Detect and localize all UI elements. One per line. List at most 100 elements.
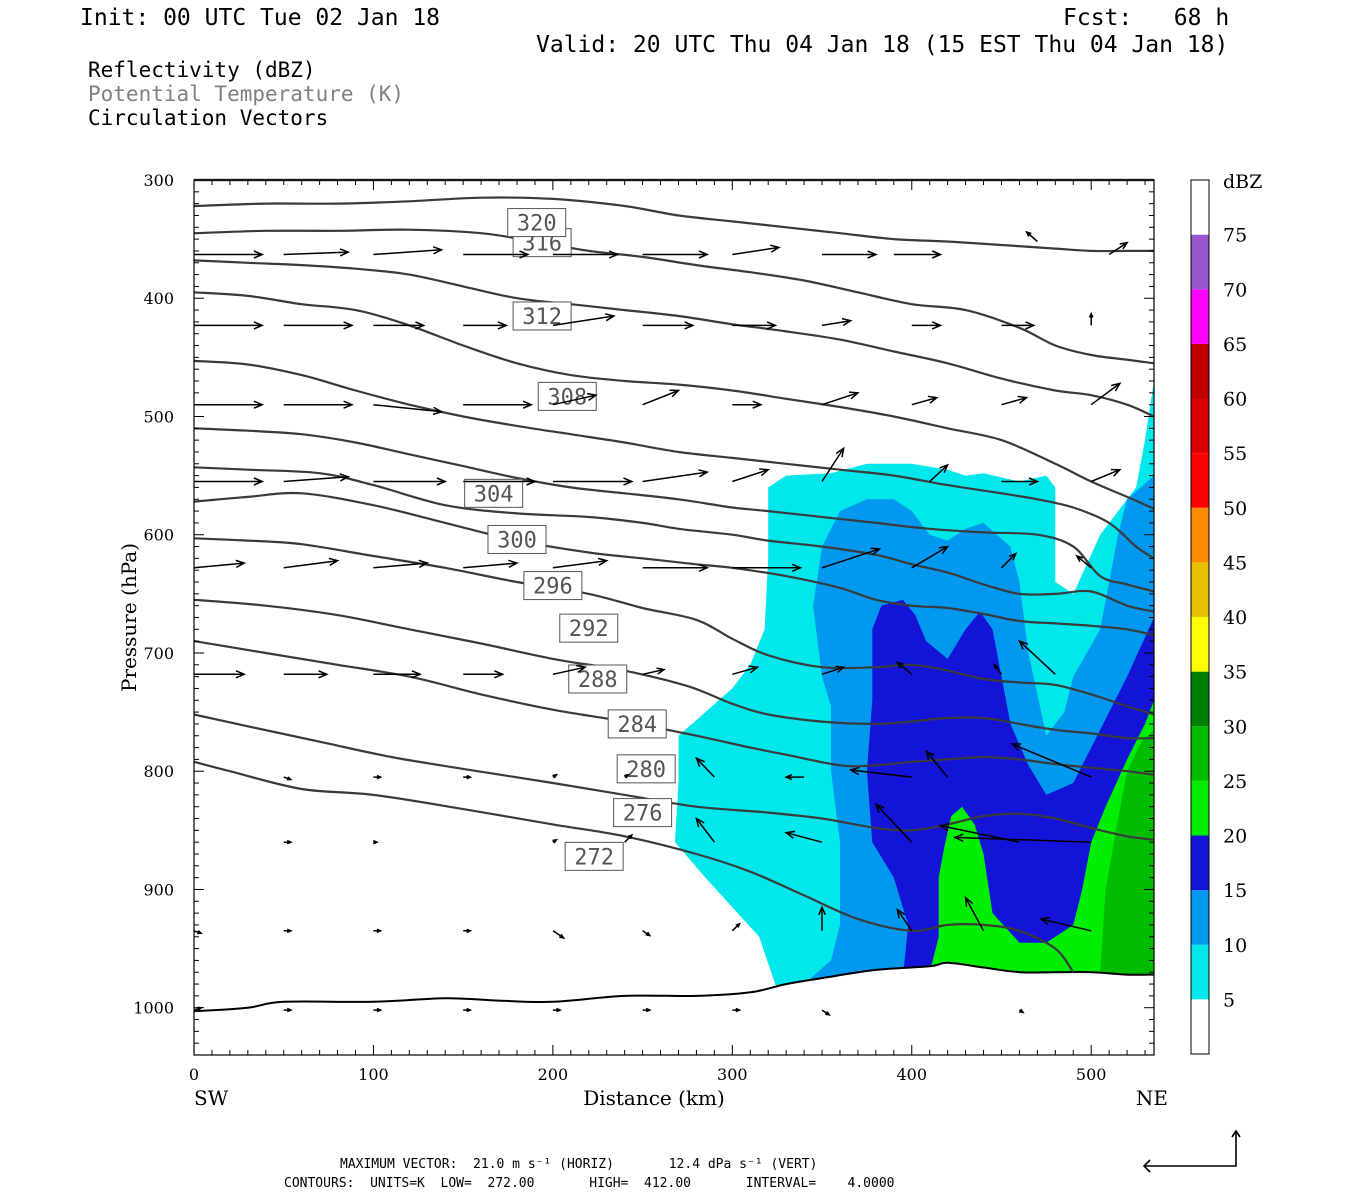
- circulation-vector: [784, 774, 805, 781]
- theta-300-contour: [193, 427, 1155, 593]
- circulation-vector: [642, 1007, 652, 1013]
- circulation-vector: [695, 756, 715, 778]
- circulation-vector: [193, 559, 247, 569]
- circulation-vector: [1000, 552, 1018, 569]
- init-time: Init: 00 UTC Tue 02 Jan 18: [80, 5, 441, 31]
- circulation-vector: [552, 930, 566, 939]
- circulation-vector: [373, 1007, 383, 1013]
- circulation-vector: [373, 839, 379, 845]
- circulation-vector: [821, 446, 845, 482]
- circulation-vector: [373, 670, 423, 679]
- reference-vector: [1142, 1129, 1241, 1173]
- circulation-vector: [552, 773, 559, 779]
- circulation-vector: [695, 816, 715, 843]
- colorbar-tick-label: 55: [1223, 443, 1247, 465]
- colorbar-tick-label: 70: [1223, 279, 1247, 301]
- circulation-vector: [193, 930, 204, 935]
- circulation-vector: [642, 469, 710, 483]
- x-endpoint-ne: NE: [1136, 1086, 1168, 1110]
- colorbar-swatch-25: [1191, 726, 1209, 781]
- circulation-vector: [463, 321, 509, 330]
- circulation-vector: [732, 1007, 742, 1013]
- circulation-vector: [552, 250, 620, 259]
- circulation-vector: [784, 830, 823, 843]
- theta-292-contour: [193, 491, 1155, 637]
- footer-max-vector: MAXIMUM VECTOR: 21.0 m s⁻¹ (HORIZ) 12.4 …: [340, 1157, 818, 1172]
- colorbar-swatch-10: [1191, 890, 1209, 945]
- theta-300-label: 300: [497, 528, 537, 553]
- circulation-vector: [373, 246, 444, 256]
- theta-284-contour: [193, 598, 1155, 740]
- theta-312-label-box: [512, 301, 572, 331]
- theta-288-label-box: [568, 664, 628, 694]
- circulation-vector: [283, 473, 351, 483]
- circulation-vector: [552, 557, 609, 569]
- colorbar-swatch-60: [1191, 343, 1209, 399]
- ground-surface: [193, 961, 1155, 1055]
- colorbar-swatch-40: [1191, 562, 1209, 617]
- circulation-vector: [929, 463, 950, 483]
- circulation-vector: [642, 321, 695, 330]
- circulation-vector: [822, 250, 878, 259]
- circulation-vector: [911, 395, 939, 406]
- colorbar-swatch-45: [1191, 507, 1209, 563]
- y-tick-label: 700: [143, 644, 174, 663]
- theta-272-label: 272: [574, 845, 614, 870]
- circulation-vector: [848, 766, 912, 778]
- colorbar: 5 10 15 20 25 30 35 40 45 50 55 60 65 70 75 dBZ: [1190, 171, 1262, 1055]
- theta-276-label: 276: [623, 802, 663, 827]
- circulation-vector: [874, 802, 913, 843]
- circulation-vector: [642, 389, 681, 406]
- legend-circulation-vectors: Circulation Vectors: [88, 106, 329, 130]
- circulation-vector: [463, 400, 534, 409]
- circulation-vectors: [193, 230, 1129, 1016]
- circulation-vector: [1010, 743, 1092, 778]
- theta-320-label: 320: [517, 212, 557, 237]
- circulation-vector: [552, 664, 588, 676]
- circulation-vector: [283, 321, 354, 330]
- colorbar-tick-label: 25: [1223, 771, 1247, 793]
- circulation-vector: [283, 928, 293, 934]
- theta-308-contour: [193, 291, 1155, 510]
- circulation-vector: [732, 563, 803, 572]
- circulation-vector: [463, 1007, 473, 1013]
- surface-line: [193, 961, 1155, 1013]
- circulation-vector: [896, 908, 913, 932]
- colorbar-swatch-35: [1191, 617, 1209, 672]
- circulation-vector: [1018, 1008, 1025, 1014]
- circulation-vector: [732, 400, 763, 409]
- theta-292-label-box: [559, 613, 619, 643]
- circulation-vector: [283, 1007, 293, 1013]
- theta-284-label: 284: [617, 713, 657, 738]
- y-tick-label: 400: [143, 289, 174, 308]
- circulation-vector: [642, 563, 710, 572]
- y-tick-label: 1000: [133, 999, 174, 1018]
- circulation-vector: [194, 477, 265, 486]
- colorbar-tick-label: 75: [1223, 225, 1247, 247]
- circulation-vector: [552, 838, 559, 844]
- colorbar-tick-label: 35: [1223, 662, 1247, 684]
- valid-time: Valid: 20 UTC Thu 04 Jan 18 (15 EST Thu …: [536, 32, 1229, 58]
- circulation-vector: [732, 321, 778, 330]
- circulation-vector: [1025, 230, 1038, 243]
- theta-300-label-box: [487, 524, 547, 554]
- circulation-vector: [283, 776, 293, 781]
- circulation-vector: [463, 928, 473, 934]
- circulation-vector: [373, 403, 444, 416]
- theta-280-contour: [193, 640, 1155, 776]
- circulation-vector: [924, 749, 949, 778]
- legend-potential-temperature: Potential Temperature (K): [88, 82, 405, 106]
- theta-308-label-box: [537, 381, 597, 411]
- theta-296-label: 296: [533, 575, 573, 600]
- circulation-vector: [1090, 468, 1122, 483]
- colorbar-tick-label: 45: [1223, 552, 1247, 574]
- theta-296-contour: [193, 466, 1155, 613]
- colorbar-swatch-below-5: [1191, 999, 1209, 1054]
- circulation-vector: [552, 1007, 563, 1013]
- circulation-vector: [821, 1009, 831, 1016]
- circulation-vector: [194, 321, 265, 330]
- theta-288-label: 288: [578, 668, 618, 693]
- theta-320-contour: [193, 196, 1154, 253]
- circulation-vector: [1039, 916, 1092, 932]
